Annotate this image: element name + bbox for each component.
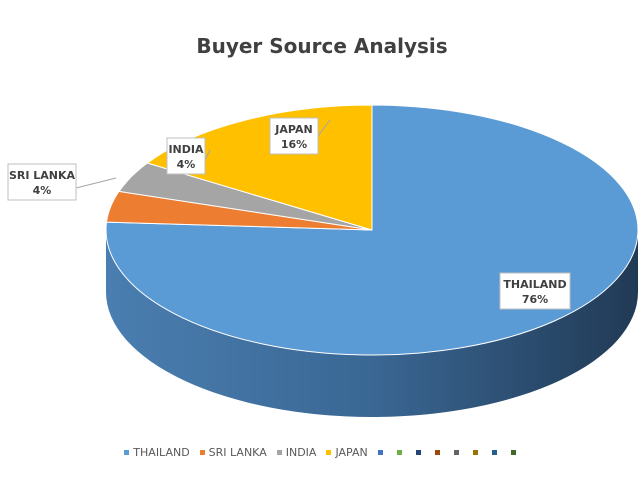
legend-item-sri-lanka: SRI LANKA xyxy=(199,446,267,459)
legend-label: INDIA xyxy=(285,446,317,459)
data-label-category: THAILAND xyxy=(503,278,566,291)
data-label-value: 4% xyxy=(177,158,196,171)
data-label-category: SRI LANKA xyxy=(9,169,76,182)
legend-swatch xyxy=(377,450,383,455)
legend-item-empty xyxy=(415,450,425,455)
legend-item-thailand: THAILAND xyxy=(124,446,190,459)
data-label-value: 76% xyxy=(522,293,548,306)
legend-item-japan: JAPAN xyxy=(326,446,368,459)
legend-swatch xyxy=(124,450,130,455)
leader-line xyxy=(75,177,117,189)
data-label-value: 4% xyxy=(33,184,52,197)
legend-item-empty xyxy=(377,450,387,455)
legend-swatch xyxy=(396,450,402,455)
legend-label: SRI LANKA xyxy=(208,446,267,459)
data-label-value: 16% xyxy=(281,138,307,151)
data-label-thailand: THAILAND 76% xyxy=(499,272,571,310)
data-label-india: INDIA 4% xyxy=(166,137,206,175)
legend-swatch xyxy=(276,450,282,455)
legend-item-empty xyxy=(396,450,406,455)
chart-title: Buyer Source Analysis xyxy=(196,34,448,58)
leader-line xyxy=(317,119,331,137)
data-label-category: JAPAN xyxy=(274,123,312,136)
data-label-japan: JAPAN 16% xyxy=(269,117,319,155)
legend-item-empty xyxy=(453,450,463,455)
legend-swatch xyxy=(472,450,478,455)
leader-line xyxy=(204,149,211,161)
pie-side-thailand xyxy=(106,230,638,417)
legend-swatch xyxy=(510,450,516,455)
legend-label: JAPAN xyxy=(335,446,368,459)
legend-swatch xyxy=(326,450,332,455)
data-label-category: INDIA xyxy=(168,143,204,156)
legend-item-empty xyxy=(472,450,482,455)
legend-item-empty xyxy=(510,450,520,455)
legend-item-india: INDIA xyxy=(276,446,317,459)
legend-item-empty xyxy=(491,450,501,455)
legend-swatch xyxy=(453,450,459,455)
legend-swatch xyxy=(415,450,421,455)
legend-swatch xyxy=(199,450,205,455)
data-label-sri-lanka: SRI LANKA 4% xyxy=(7,163,77,201)
legend-item-empty xyxy=(434,450,444,455)
legend-label: THAILAND xyxy=(133,446,190,459)
legend-swatch xyxy=(491,450,497,455)
legend-swatch xyxy=(434,450,440,455)
chart-legend: THAILAND SRI LANKA INDIA JAPAN xyxy=(0,446,644,459)
